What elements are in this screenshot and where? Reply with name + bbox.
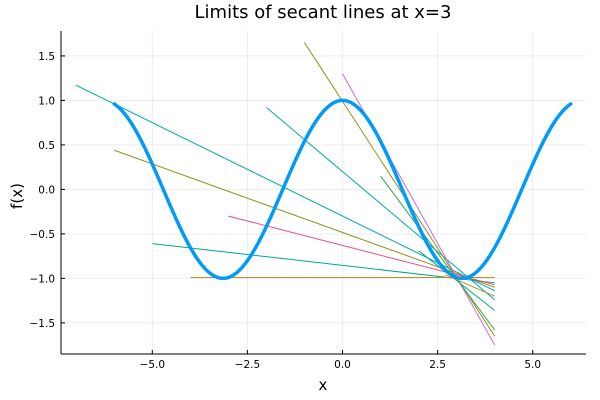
y-tick-label: 1.0 [38, 95, 55, 107]
cosine-curve [112, 98, 573, 281]
y-tick-label: −1.5 [30, 318, 56, 330]
x-tick-label: 5.0 [524, 359, 541, 371]
function-curve [112, 98, 573, 281]
secant-lines [75, 42, 496, 346]
y-axis-ticks: −1.5 −1.0 −0.5 0.0 0.5 1.0 1.5 [30, 51, 65, 330]
secant-line-11 [445, 274, 495, 297]
x-tick-label: 2.5 [429, 359, 446, 371]
y-tick-label: −1.0 [30, 273, 56, 285]
x-tick-label: −5.0 [140, 359, 166, 371]
y-axis-label: f(x) [8, 183, 26, 209]
secant-line-10 [418, 250, 496, 311]
secant-line-3 [152, 243, 495, 284]
secant-line-6 [266, 107, 496, 301]
x-axis-label: x [319, 376, 328, 394]
x-tick-label: 0.0 [334, 359, 351, 371]
y-tick-label: 1.5 [38, 51, 55, 63]
y-tick-label: −0.5 [30, 229, 56, 241]
chart-title: Limits of secant lines at x=3 [195, 2, 452, 23]
secant-line-2 [114, 149, 495, 288]
x-axis-ticks: −5.0 −2.5 0.0 2.5 5.0 [140, 350, 541, 371]
y-tick-label: 0.5 [38, 140, 55, 152]
x-tick-label: −2.5 [235, 359, 261, 371]
grid [61, 31, 586, 354]
secant-line-1 [75, 84, 495, 292]
y-tick-label: 0.0 [38, 184, 55, 196]
axes-frame [60, 31, 586, 355]
secant-line-9 [380, 175, 496, 331]
